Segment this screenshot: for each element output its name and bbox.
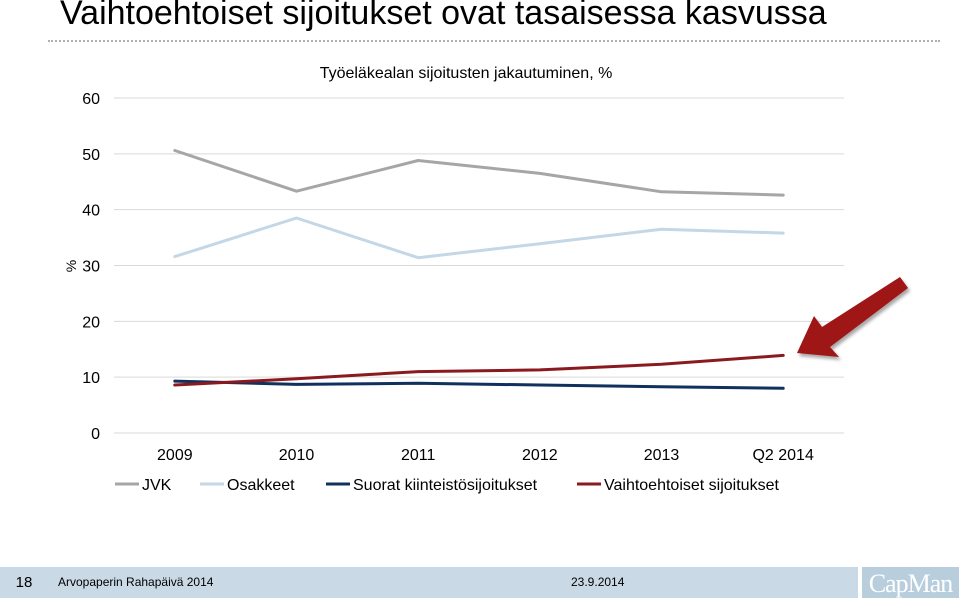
x-tick-labels: 2009 2010 2011 2012 2013 Q2 2014 [157, 447, 814, 464]
legend-label: Suorat kiinteistösijoitukset [353, 477, 538, 494]
logo-text: CapMan [868, 569, 954, 598]
page-number: 18 [15, 574, 33, 591]
legend-label: Osakkeet [227, 477, 295, 494]
y-tick-label: 40 [82, 203, 100, 220]
x-tick-label: 2010 [279, 447, 315, 464]
series-line-3 [173, 379, 785, 390]
series-line-2 [173, 216, 785, 260]
x-tick-label: Q2 2014 [752, 447, 813, 464]
highlight-arrow [797, 277, 908, 357]
chart-title: Työeläkealan sijoitusten jakautuminen, % [320, 65, 613, 82]
x-tick-label: 2012 [522, 447, 558, 464]
series-line-4 [173, 353, 785, 387]
y-axis-label: % [63, 260, 79, 272]
legend-label: JVK [142, 477, 172, 494]
company-logo: CapMan [862, 567, 959, 598]
y-tick-label: 10 [82, 370, 100, 387]
slide-title: Vaihtoehtoiset sijoitukset ovat tasaises… [60, 0, 827, 32]
gridlines [114, 97, 844, 434]
footer-event: Arvopaperin Rahapäivä 2014 [58, 575, 214, 589]
y-tick-labels: 0 10 20 30 40 50 60 [82, 91, 100, 443]
y-tick-label: 60 [82, 91, 100, 108]
series-lines [173, 149, 785, 390]
x-tick-label: 2011 [401, 447, 436, 464]
x-tick-label: 2009 [157, 447, 193, 464]
y-tick-label: 30 [82, 259, 100, 276]
title-divider [48, 40, 940, 42]
series-line-1 [173, 149, 785, 197]
legend-label: Vaihtoehtoiset sijoitukset [604, 477, 779, 494]
y-tick-label: 20 [82, 314, 100, 331]
y-tick-label: 50 [82, 147, 100, 164]
footer-bar [0, 567, 858, 598]
footer-date: 23.9.2014 [571, 575, 625, 589]
y-tick-label: 0 [91, 426, 100, 443]
legend: JVK Osakkeet Suorat kiinteistösijoitukset V… [115, 477, 779, 494]
x-tick-label: 2013 [644, 447, 680, 464]
